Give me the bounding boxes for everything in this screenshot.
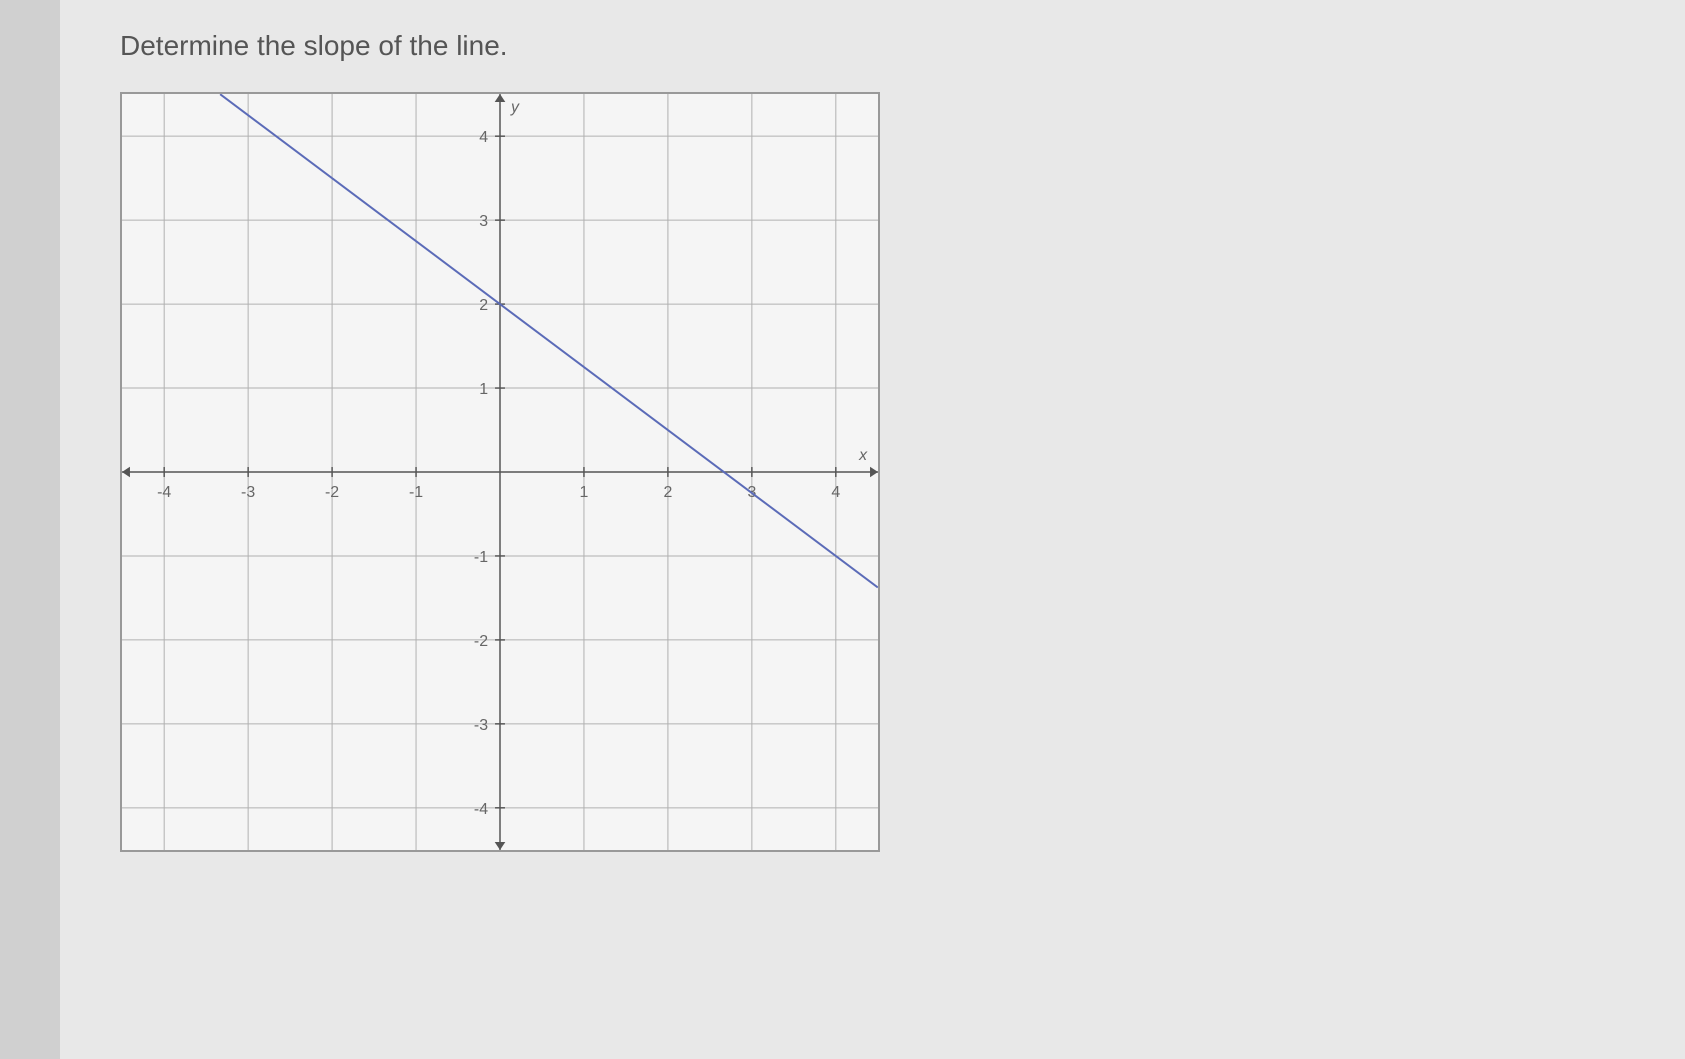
y-axis-arrow-down <box>495 842 506 850</box>
x-tick-label: -1 <box>409 484 423 501</box>
x-tick-label: 4 <box>831 484 840 501</box>
y-axis-label: y <box>510 99 520 116</box>
y-tick-label: -4 <box>474 801 488 818</box>
plotted-line <box>220 94 878 587</box>
content-area: Determine the slope of the line. -4 -3 -2 -… <box>120 30 880 852</box>
x-tick-label: 2 <box>663 484 672 501</box>
x-tick-label: 1 <box>580 484 589 501</box>
left-sidebar <box>0 0 60 1059</box>
y-tick-label: -2 <box>474 633 488 650</box>
y-tick-label: 2 <box>479 297 488 314</box>
coordinate-chart: -4-3-2-11234-4-3-2-11234xy <box>120 92 880 852</box>
chart-svg: -4-3-2-11234-4-3-2-11234xy <box>122 94 878 850</box>
y-axis-arrow-up <box>495 94 506 102</box>
y-tick-label: 3 <box>479 213 488 230</box>
y-tick-label: -1 <box>474 549 488 566</box>
y-tick-label: 1 <box>479 381 488 398</box>
y-tick-label: 4 <box>479 129 488 146</box>
x-tick-label: -3 <box>241 484 255 501</box>
y-tick-label: -3 <box>474 717 488 734</box>
x-axis-arrow-left <box>122 467 130 478</box>
x-tick-label: -2 <box>325 484 339 501</box>
x-axis-label: x <box>858 447 868 464</box>
question-title: Determine the slope of the line. <box>120 30 880 62</box>
x-tick-label: -4 <box>157 484 171 501</box>
x-axis-arrow-right <box>870 467 878 478</box>
